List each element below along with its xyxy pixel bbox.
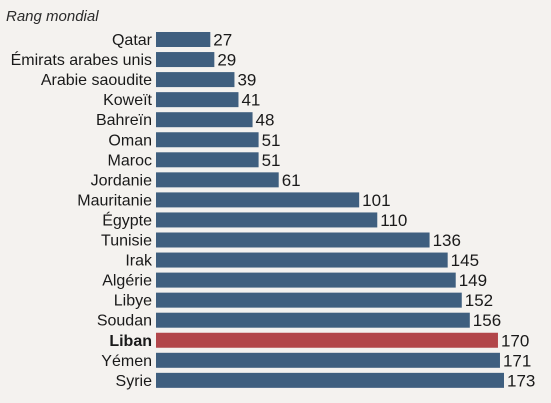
- bar-egypte: [156, 212, 378, 228]
- value-label-bahrein: 48: [256, 111, 275, 130]
- bar-oman: [156, 132, 259, 148]
- category-label-koweit: Koweït: [103, 92, 152, 109]
- bar-arabie-saoudite: [156, 72, 235, 88]
- category-label-yemen: Yémen: [101, 353, 152, 370]
- value-label-irak: 145: [451, 251, 479, 270]
- category-label-mauritanie: Mauritanie: [77, 192, 152, 209]
- bar-irak: [156, 252, 448, 268]
- bar-soudan: [156, 312, 470, 328]
- bar-syrie: [156, 372, 504, 388]
- category-label-syrie: Syrie: [116, 373, 153, 390]
- category-label-soudan: Soudan: [97, 313, 152, 330]
- bar-mauritanie: [156, 192, 360, 208]
- bar-tunisie: [156, 232, 430, 248]
- category-label-irak: Irak: [125, 253, 153, 270]
- value-label-jordanie: 61: [282, 171, 301, 190]
- category-label-maroc: Maroc: [108, 152, 152, 169]
- value-label-emirats-arabes-unis: 29: [217, 51, 236, 70]
- value-label-syrie: 173: [507, 371, 535, 390]
- value-label-oman: 51: [262, 131, 281, 150]
- bar-qatar: [156, 32, 211, 47]
- bar-algerie: [156, 272, 456, 288]
- bar-bahrein: [156, 112, 253, 128]
- value-label-soudan: 156: [473, 311, 501, 330]
- category-label-qatar: Qatar: [112, 32, 153, 49]
- category-label-arabie-saoudite: Arabie saoudite: [41, 72, 152, 89]
- value-label-egypte: 110: [380, 211, 407, 230]
- bar-libye: [156, 292, 462, 308]
- value-label-koweit: 41: [241, 91, 260, 110]
- category-label-oman: Oman: [108, 132, 152, 149]
- value-label-tunisie: 136: [433, 231, 461, 250]
- value-label-liban: 170: [501, 331, 529, 350]
- value-label-arabie-saoudite: 39: [237, 71, 256, 90]
- category-label-egypte: Égypte: [102, 210, 152, 229]
- category-label-liban: Liban: [109, 333, 152, 350]
- value-label-qatar: 27: [213, 31, 232, 50]
- bar-emirats-arabes-unis: [156, 52, 215, 68]
- bar-koweit: [156, 92, 239, 108]
- bar-jordanie: [156, 172, 279, 188]
- value-label-algerie: 149: [459, 271, 487, 290]
- bars-group: Qatar 27 Émirats arabes unis 29 Arabie saoud…: [11, 31, 536, 391]
- category-label-jordanie: Jordanie: [91, 172, 152, 189]
- category-label-emirats-arabes-unis: Émirats arabes unis: [11, 50, 152, 69]
- category-label-libye: Libye: [114, 293, 152, 310]
- value-label-mauritanie: 101: [362, 191, 390, 210]
- category-label-algerie: Algérie: [102, 273, 152, 290]
- bar-maroc: [156, 152, 259, 168]
- bar-yemen: [156, 352, 500, 368]
- category-label-bahrein: Bahreïn: [96, 112, 152, 129]
- category-label-tunisie: Tunisie: [101, 233, 152, 250]
- chart-title: Rang mondial: [6, 8, 99, 25]
- value-label-libye: 152: [465, 291, 493, 310]
- value-label-yemen: 171: [503, 351, 531, 370]
- bar-liban: [156, 332, 498, 348]
- value-label-maroc: 51: [262, 151, 281, 170]
